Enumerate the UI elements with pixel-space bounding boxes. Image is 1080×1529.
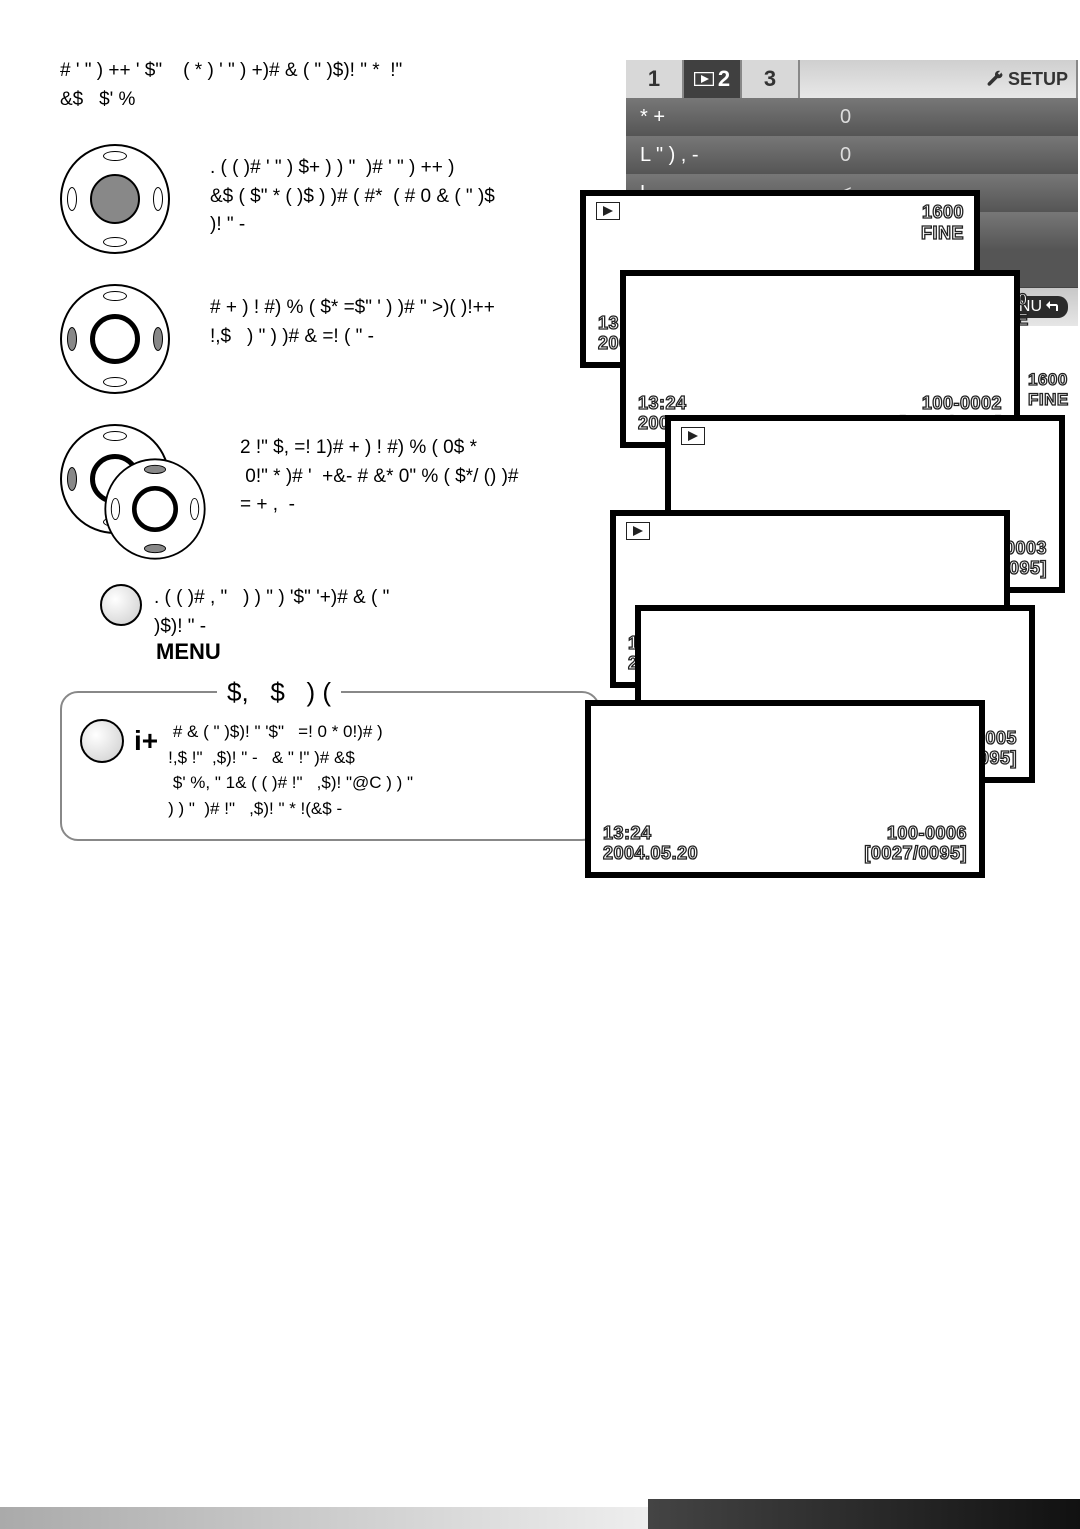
menu-row-value: 0 (840, 106, 851, 129)
step-4-text: . ( ( )# , " ) ) " ) '$" '+)# & ( " )$)!… (154, 584, 389, 641)
step-2: # + ) ! #) % ( $* =$" ' ) )# " >)( )!++ … (60, 284, 600, 394)
playback-icon (596, 202, 620, 220)
tab-2[interactable]: 2 (684, 60, 742, 98)
playback-icon (626, 522, 650, 540)
preview-frame: 13:242004.05.20 100-0006[0027/0095] (585, 700, 985, 878)
info-i-symbol: i+ (134, 725, 158, 757)
preview-frame-stack: 1600FINE13:242004.05.20100-0001[0022/009… (560, 190, 1080, 920)
frame-counter: [0027/0095] (864, 843, 967, 864)
step-4: . ( ( )# , " ) ) " ) '$" '+)# & ( " )$)!… (60, 584, 600, 641)
tab-1[interactable]: 1 (626, 60, 684, 98)
tab-3[interactable]: 3 (742, 60, 800, 98)
playback-icon (681, 427, 705, 445)
step-2-text: # + ) ! #) % ( $* =$" ' ) )# " >)( )!++ … (210, 284, 495, 351)
menu-tab-bar: 1 2 3 SETUP (626, 60, 1078, 98)
wrench-icon (986, 70, 1004, 88)
resolution-badge: 1600FINE (921, 202, 964, 243)
frame-file: 100-0002 (922, 393, 1002, 414)
frame-date: 2004.05.20 (603, 843, 698, 864)
menu-row[interactable]: * +0 (626, 98, 1078, 136)
dpad-pair-icon (60, 424, 220, 554)
step-3: 2 !" $, =! 1)# + ) ! #) % ( 0$ * 0!" * )… (60, 424, 600, 554)
frame-time: 13:24 (638, 393, 733, 414)
menu-row-label: L " ) , - (640, 144, 840, 167)
instruction-column: # ' " ) ++ ' $" ( * ) ' " ) +)# & ( " )$… (60, 57, 600, 841)
step-3-text: 2 !" $, =! 1)# + ) ! #) % ( 0$ * 0!" * )… (240, 424, 518, 520)
menu-row[interactable]: L " ) , -0 (626, 136, 1078, 174)
setup-label: SETUP (1008, 69, 1068, 90)
step-1: . ( ( )# ' " ) $+ ) ) " )# ' " ) ++ ) &$… (60, 144, 600, 254)
tab-2-label: 2 (718, 66, 730, 92)
dpad-center-press-icon (60, 144, 190, 254)
menu-row-label: * + (640, 106, 840, 129)
tip-callout: $, $ ) ( i+ # & ( " )$)! " '$" =! 0 * 0!… (60, 691, 600, 841)
playback-icon (694, 72, 714, 86)
dpad-left-right-icon (60, 284, 190, 394)
menu-button-label: MENU (156, 639, 600, 665)
menu-button-icon (100, 584, 142, 626)
tab-setup[interactable]: SETUP (800, 60, 1078, 98)
info-button-icon (80, 719, 124, 763)
tip-body-text: # & ( " )$)! " '$" =! 0 * 0!)# ) !,$ !" … (168, 719, 413, 821)
frame-info-row: 13:242004.05.20 100-0006[0027/0095] (603, 823, 967, 864)
frame-time: 13:24 (603, 823, 698, 844)
step-1-text: . ( ( )# ' " ) $+ ) ) " )# ' " ) ++ ) &$… (210, 144, 495, 240)
frame-file: 100-0006 (887, 823, 967, 844)
header-text: # ' " ) ++ ' $" ( * ) ' " ) +)# & ( " )$… (60, 57, 600, 114)
menu-row-value: 0 (840, 144, 851, 167)
tip-title: $, $ ) ( (217, 677, 341, 708)
side-resolution-badge: 1600FINE (1028, 370, 1069, 409)
page-footer-bar (0, 1507, 1080, 1529)
